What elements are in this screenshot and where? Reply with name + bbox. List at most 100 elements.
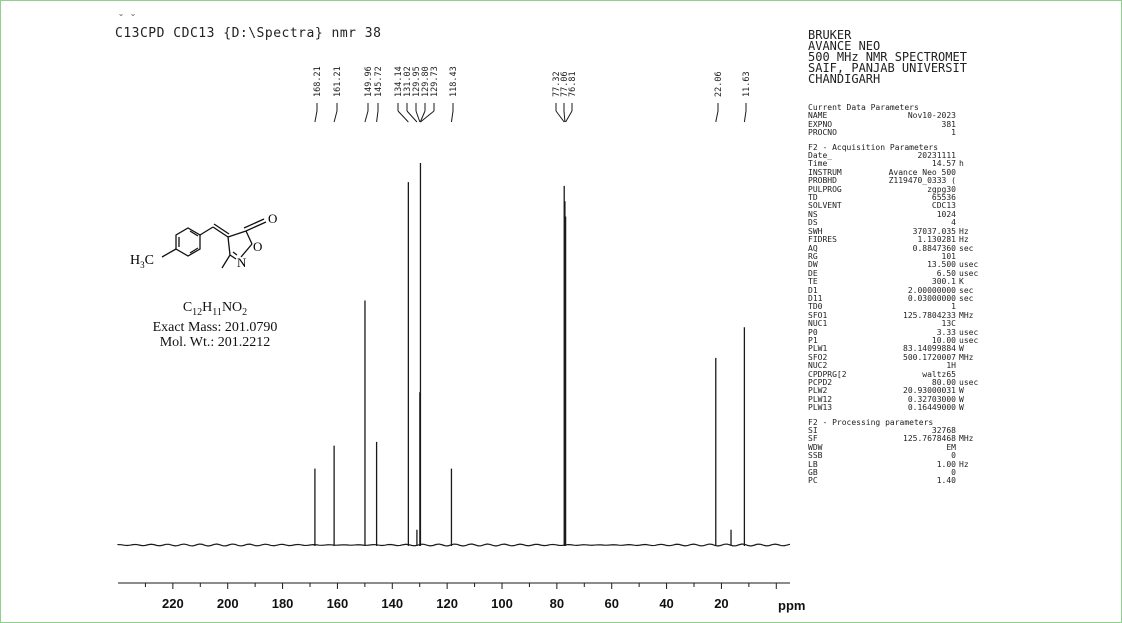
parameter-unit: W bbox=[959, 344, 964, 354]
parameter-row: NS 1024 bbox=[808, 209, 976, 219]
peak-label-connector bbox=[555, 110, 565, 123]
instrument-line: CHANDIGARH bbox=[808, 72, 881, 86]
parameter-value: 1.00 bbox=[936, 459, 956, 469]
peak-label: 118.43 bbox=[449, 66, 459, 97]
methyl-label: H3C bbox=[130, 253, 154, 270]
parameter-key: SFO2 bbox=[808, 352, 828, 362]
parameter-value: 3.33 bbox=[936, 327, 956, 337]
parameter-value: 10.00 bbox=[931, 335, 956, 345]
parameter-key: PROBHD bbox=[808, 176, 837, 186]
instrument-line: 500 MHz NMR SPECTROMET bbox=[808, 50, 967, 64]
parameter-value: 0.8847360 bbox=[912, 243, 956, 253]
parameter-key: PC bbox=[808, 476, 818, 486]
mol-weight: Mol. Wt.: 201.2212 bbox=[159, 334, 271, 350]
parameter-row: DW 13.500 usec bbox=[808, 260, 978, 270]
parameter-value: 1024 bbox=[936, 209, 956, 219]
parameter-value: 101 bbox=[941, 251, 956, 261]
peak-label: 129.73 bbox=[430, 66, 440, 97]
parameter-value: 1 bbox=[951, 302, 956, 312]
peak-label-connector bbox=[376, 110, 379, 123]
parameter-value: 37037.035 bbox=[912, 226, 956, 236]
parameter-row: D11 0.03000000 sec bbox=[808, 293, 976, 303]
parameter-key: PLW12 bbox=[808, 394, 833, 404]
parameter-key: PLW1 bbox=[808, 344, 828, 354]
parameter-key: NS bbox=[808, 209, 818, 219]
peak-label-connector bbox=[406, 110, 418, 123]
parameter-value: 6.50 bbox=[936, 268, 956, 278]
parameter-key: PLW2 bbox=[808, 386, 828, 396]
parameter-key: TD bbox=[808, 193, 818, 203]
parameter-row: SOLVENT CDC13 bbox=[808, 201, 976, 211]
parameter-unit: MHz bbox=[959, 310, 974, 320]
parameter-row: NUC2 1H bbox=[808, 361, 976, 370]
parameter-value: 0.03000000 bbox=[907, 293, 956, 303]
parameter-key: SOLVENT bbox=[808, 201, 842, 211]
formula-part: 12 bbox=[192, 306, 203, 318]
parameter-key: DE bbox=[808, 268, 818, 278]
parameter-value: 2.00000000 bbox=[907, 285, 956, 295]
peak-label: 145.72 bbox=[374, 66, 384, 97]
parameter-value: waltz65 bbox=[922, 369, 956, 379]
peak-label: 149.96 bbox=[364, 66, 374, 97]
parameter-value: 500.1720007 bbox=[903, 352, 956, 362]
parameter-value: 125.7678468 bbox=[903, 434, 956, 444]
x-axis-label: ppm bbox=[778, 598, 805, 613]
title-accent: ˘ ˘ bbox=[118, 14, 137, 25]
parameter-key: TE bbox=[808, 277, 818, 287]
parameter-row: FIDRES 1.130281 Hz bbox=[808, 235, 976, 245]
spectrum-title: C13CPD CDC13 {D:\Spectra} nmr 38 bbox=[115, 26, 382, 41]
x-tick-label: 100 bbox=[491, 596, 513, 611]
parameter-unit: Hz bbox=[959, 235, 969, 245]
parameter-row: SF 125.7678468 MHz bbox=[808, 434, 976, 444]
parameter-unit: sec bbox=[959, 243, 974, 253]
formula-part: 2 bbox=[242, 306, 248, 318]
parameter-key: P1 bbox=[808, 335, 818, 345]
x-tick-label: 160 bbox=[327, 596, 349, 611]
instrument-line: AVANCE NEO bbox=[808, 39, 881, 53]
parameter-unit: W bbox=[959, 403, 964, 413]
parameter-row: P0 3.33 usec bbox=[808, 327, 978, 337]
parameter-row: LB 1.00 Hz bbox=[808, 459, 976, 469]
peak-label-connector bbox=[715, 110, 719, 123]
parameter-row: PULPROG zgpg30 bbox=[808, 185, 976, 194]
instrument-line: BRUKER bbox=[808, 28, 852, 42]
peak-label: 129.95 bbox=[412, 66, 422, 97]
parameter-value: 13.500 bbox=[927, 260, 956, 270]
parameter-section-title: Current Data Parameters bbox=[808, 103, 919, 112]
parameter-key: DS bbox=[808, 218, 818, 228]
parameter-row: SI 32768 bbox=[808, 426, 976, 436]
parameter-row: AQ 0.8847360 sec bbox=[808, 243, 976, 253]
parameter-unit: h bbox=[959, 159, 964, 169]
parameter-key: WDW bbox=[808, 442, 823, 452]
structure-drawing: O O N H3C bbox=[130, 211, 277, 270]
peak-label-connector bbox=[565, 110, 573, 123]
parameter-row: TD 65536 bbox=[808, 193, 976, 203]
ring-oxygen: O bbox=[253, 239, 262, 254]
parameter-row: GB 0 bbox=[808, 468, 976, 477]
peak-label-connector bbox=[397, 110, 409, 123]
peak-label-connector bbox=[333, 110, 338, 123]
parameter-key: RG bbox=[808, 251, 818, 261]
peak-label: 161.21 bbox=[333, 66, 343, 97]
parameter-value: 32768 bbox=[931, 426, 956, 436]
parameter-unit: usec bbox=[959, 268, 979, 278]
parameter-value: 14.57 bbox=[931, 159, 956, 169]
parameter-row: PC 1.40 bbox=[808, 476, 976, 486]
parameter-row: TD0 1 bbox=[808, 302, 976, 312]
peak-label: 168.21 bbox=[313, 66, 323, 97]
parameter-unit: sec bbox=[959, 293, 974, 303]
x-tick-label: 220 bbox=[162, 596, 184, 611]
parameter-value: 1.40 bbox=[936, 476, 956, 486]
ring-nitrogen: N bbox=[237, 255, 247, 270]
parameter-row: DE 6.50 usec bbox=[808, 268, 979, 278]
parameter-row: CPDPRG[2 waltz65 bbox=[808, 369, 976, 379]
peak-label: 134.14 bbox=[394, 66, 404, 97]
peak-label-connector bbox=[419, 110, 426, 123]
instrument-block: BRUKER AVANCE NEO 500 MHz NMR SPECTROMET SA… bbox=[808, 28, 967, 86]
parameter-value: 20231111 bbox=[917, 151, 956, 161]
parameter-unit: usec bbox=[959, 378, 979, 387]
parameter-key: EXPNO bbox=[808, 119, 833, 129]
parameter-row: SWH 37037.035 Hz bbox=[808, 226, 976, 236]
x-tick-label: 140 bbox=[381, 596, 403, 611]
